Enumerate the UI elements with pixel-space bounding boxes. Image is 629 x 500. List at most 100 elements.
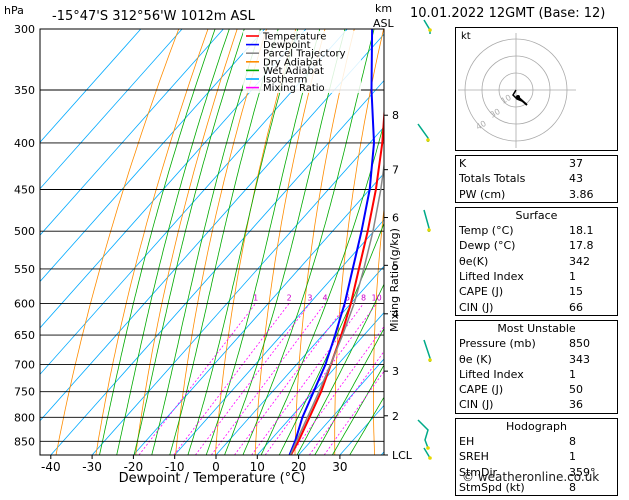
mu-row: CIN (J) 36 <box>459 397 614 412</box>
surface-value: 66 <box>569 300 583 314</box>
mixing-ratio-label: 25 <box>428 293 438 302</box>
legend-label: Dry Adiabat <box>263 57 322 68</box>
wet-adiabat-line <box>205 29 321 455</box>
wet-adiabat-line <box>314 327 384 455</box>
mu-value: 50 <box>569 383 583 397</box>
wet-adiabat-line <box>133 29 245 455</box>
mu-row: θe (K) 343 <box>459 352 614 367</box>
mixing-ratio-label: 10 <box>372 293 382 302</box>
km-label: km <box>375 2 392 15</box>
wet-adiabat-line <box>187 29 299 455</box>
hodo-ring-label-40: 40 <box>475 119 488 132</box>
isotherm-line <box>40 29 265 283</box>
index-label: PW (cm) <box>459 187 506 201</box>
mixing-ratio-axis-title: Mixing Ratio (g/kg) <box>388 228 401 332</box>
pressure-tick-label: 450 <box>14 184 35 197</box>
plot-frame <box>39 28 385 456</box>
mu-label: θe (K) <box>459 352 492 366</box>
wind-barb-dot <box>428 456 432 460</box>
dry-adiabat-line <box>411 29 442 455</box>
x-tick-label: 20 <box>291 460 306 474</box>
surface-title: Surface <box>515 208 558 222</box>
dry-adiabat-line <box>135 29 238 455</box>
wind-barb <box>423 447 431 459</box>
surface-row: Dewp (°C) 17.8 <box>459 238 614 253</box>
wet-adiabat-line <box>260 121 384 455</box>
wind-barb-dot <box>426 446 430 450</box>
mixing-ratio-line <box>251 303 364 455</box>
surface-value: 1 <box>569 270 576 284</box>
most-unstable-title: Most Unstable <box>497 321 576 335</box>
pressure-tick-label: 750 <box>14 386 35 399</box>
index-value: 43 <box>569 172 583 186</box>
hodograph-title: Hodograph <box>506 419 567 433</box>
km-tick-label: LCL <box>392 449 413 462</box>
wet-adiabat-line <box>116 29 230 455</box>
mixing-ratio-label: 2 <box>287 293 292 302</box>
pressure-tick-label: 300 <box>14 23 35 36</box>
pressure-tick-label: 500 <box>14 225 35 238</box>
wind-barb <box>423 19 431 34</box>
x-tick-label: -40 <box>41 460 61 474</box>
mixing-ratio-label: 4 <box>323 293 328 302</box>
dry-adiabat-line <box>372 205 384 455</box>
hodo-label: SREH <box>459 450 489 464</box>
isotherm-line <box>91 126 384 455</box>
km-tick-label: 5 <box>392 259 399 272</box>
pressure-tick-label: 850 <box>14 435 35 448</box>
wind-barb-dot <box>428 28 432 32</box>
hodo-ring-label-30: 30 <box>489 107 502 120</box>
mixing-ratio-label: 8 <box>361 293 366 302</box>
surface-value: 342 <box>569 254 590 268</box>
hodograph-box: Hodograph EH 8 SREH 1 StmDir 359° StmSpd (k… <box>455 417 618 497</box>
surface-row: CIN (J) 66 <box>459 300 614 315</box>
legend-label: Dewpoint <box>263 40 311 51</box>
dry-adiabat-line <box>334 29 384 455</box>
legend-label: Parcel Trajectory <box>263 49 346 60</box>
wet-adiabat-line <box>331 364 384 455</box>
mu-row: Lifted Index 1 <box>459 367 614 382</box>
pressure-tick-label: 650 <box>14 329 35 342</box>
mu-value: 850 <box>569 337 590 351</box>
mixing-ratio-line <box>234 303 348 455</box>
isotherm-line <box>40 29 224 236</box>
mixing-ratio-line <box>138 303 257 455</box>
mixing-ratio-label: 6 <box>345 293 350 302</box>
dry-adiabat-line <box>175 29 267 455</box>
surface-row: θe(K) 342 <box>459 254 614 269</box>
mixing-ratio-label: 1 <box>253 293 258 302</box>
surface-label: θe(K) <box>459 254 489 268</box>
pressure-tick-label: 600 <box>14 297 35 310</box>
wind-barb-dot <box>427 228 431 232</box>
dry-adiabat-line <box>294 29 355 455</box>
isotherm-line <box>133 172 384 455</box>
hodo-label: EH <box>459 435 475 449</box>
isotherm-line <box>40 29 307 329</box>
isotherm-line <box>215 265 384 455</box>
pressure-tick-label: 550 <box>14 263 35 276</box>
legend-label: Wet Adiabat <box>263 66 324 77</box>
wet-adiabat-line <box>278 222 384 455</box>
isotherm-line <box>40 29 142 143</box>
storm-motion-marker <box>516 95 520 99</box>
mixing-ratio-line <box>195 303 311 455</box>
hodo-value: 1 <box>569 450 576 464</box>
x-tick-label: 30 <box>332 460 347 474</box>
wet-adiabat-line <box>242 29 375 455</box>
pressure-tick-label: 350 <box>14 84 35 97</box>
wet-adiabat-line <box>169 29 279 455</box>
mixing-ratio-line <box>210 303 326 455</box>
x-tick-label: 0 <box>212 460 220 474</box>
surface-value: 17.8 <box>569 239 594 253</box>
hpa-label: hPa <box>4 4 24 17</box>
mu-row: CAPE (J) 50 <box>459 382 614 397</box>
copyright-link[interactable]: © weatheronline.co.uk <box>462 470 600 484</box>
skew-t-chart: 1 2 3 4 6 8 10 15 20 25 TemperatureDewpointParcel… <box>4 2 442 486</box>
x-tick-label: -20 <box>124 460 144 474</box>
hodograph-unit-label: kt <box>461 31 471 42</box>
index-value: 3.86 <box>569 187 594 201</box>
x-tick-label: 10 <box>250 460 265 474</box>
dry-adiabat-line <box>254 29 326 455</box>
surface-value: 15 <box>569 285 583 299</box>
hodo-row: StmDir 359° <box>459 465 614 480</box>
